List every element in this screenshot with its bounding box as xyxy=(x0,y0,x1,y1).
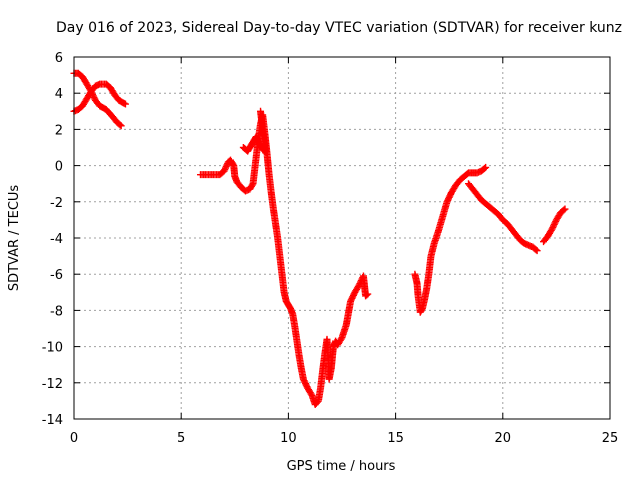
y-tick-label: -6 xyxy=(50,268,63,283)
data-point xyxy=(117,122,125,130)
y-axis-label: SDTVAR / TECUs xyxy=(7,185,22,292)
data-point xyxy=(363,291,371,299)
y-tick-label: -14 xyxy=(42,413,63,428)
series-arc-2 xyxy=(196,111,372,409)
data-point xyxy=(560,206,568,214)
data-point xyxy=(120,99,128,107)
y-tick-label: 0 xyxy=(55,160,63,175)
data-point xyxy=(481,164,489,172)
grid-lines xyxy=(74,57,610,419)
series-arc-4 xyxy=(464,180,541,255)
y-tick-label: 6 xyxy=(55,51,63,66)
series-arc-3 xyxy=(411,163,490,316)
x-axis-label: GPS time / hours xyxy=(287,459,396,474)
y-tick-label: -8 xyxy=(50,304,63,319)
y-tick-label: 4 xyxy=(55,87,63,102)
x-tick-label: 25 xyxy=(602,431,619,446)
y-tick-label: -4 xyxy=(50,232,63,247)
data-point xyxy=(364,290,372,298)
axis-ticks: 0 5 10 15 20 25 -14 -12 -10 -8 -6 -4 -2 0 2 4 6 xyxy=(42,51,619,446)
y-tick-label: -10 xyxy=(42,341,63,356)
data-point xyxy=(116,121,124,129)
chart-title: Day 016 of 2023, Sidereal Day-to-day VTE… xyxy=(56,20,622,36)
x-tick-label: 0 xyxy=(70,431,78,446)
y-tick-label: -12 xyxy=(42,377,63,392)
x-tick-label: 20 xyxy=(495,431,512,446)
y-tick-label: 2 xyxy=(55,123,63,138)
x-tick-label: 5 xyxy=(177,431,185,446)
series-arc-2c xyxy=(257,107,270,157)
data-markers xyxy=(70,69,569,409)
series-arc-1b xyxy=(70,80,129,115)
data-point xyxy=(262,149,270,157)
data-point xyxy=(482,163,490,171)
series-arc-5 xyxy=(540,205,569,246)
data-point xyxy=(561,205,569,213)
data-point xyxy=(533,247,541,255)
x-tick-label: 15 xyxy=(387,431,404,446)
y-tick-label: -2 xyxy=(50,196,63,211)
data-point xyxy=(121,100,129,108)
x-tick-label: 10 xyxy=(280,431,297,446)
data-point xyxy=(532,246,540,254)
